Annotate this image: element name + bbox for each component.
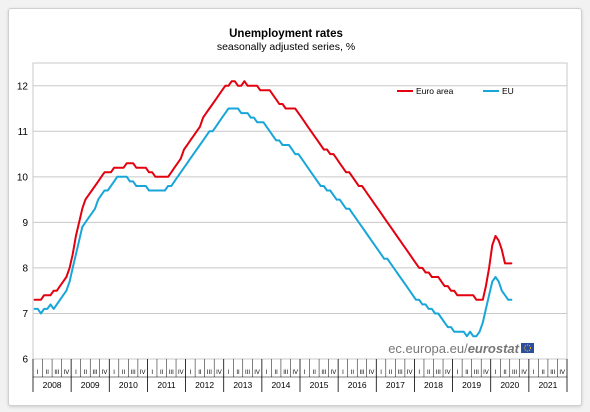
quarter-label: I [418, 370, 420, 376]
quarter-label: III [207, 370, 212, 376]
quarter-label: III [92, 370, 97, 376]
quarter-label: II [351, 370, 355, 376]
quarter-label: II [160, 370, 164, 376]
quarter-label: IV [521, 370, 527, 376]
quarter-label: II [46, 370, 50, 376]
series-line-euro-area [33, 80, 513, 301]
quarter-label: IV [102, 370, 108, 376]
year-label: 2018 [424, 380, 443, 390]
quarter-label: II [84, 370, 88, 376]
year-label: 2012 [195, 380, 214, 390]
series-line-eu [33, 107, 513, 338]
quarter-label: III [550, 370, 555, 376]
quarter-label: I [304, 370, 306, 376]
year-label: 2009 [81, 380, 100, 390]
quarter-label: III [169, 370, 174, 376]
quarter-label: I [342, 370, 344, 376]
x-axis: I II III IV I II III IV I II III IV I II III IV I II III IV… [32, 359, 568, 392]
gridlines [32, 62, 568, 360]
watermark-text: ec.europa.eu/eurostat [388, 341, 519, 356]
quarter-label: I [190, 370, 192, 376]
year-label: 2013 [233, 380, 252, 390]
quarter-label: II [313, 370, 317, 376]
chart-card: Unemployment rates seasonally adjusted s… [8, 8, 582, 406]
quarter-label: I [457, 370, 459, 376]
y-tick-label: 9 [22, 218, 28, 229]
quarter-label: I [151, 370, 153, 376]
quarter-label: I [266, 370, 268, 376]
unemployment-chart: Unemployment rates seasonally adjusted s… [17, 28, 568, 392]
quarter-label: II [122, 370, 126, 376]
quarter-label: II [236, 370, 240, 376]
quarter-label: IV [445, 370, 451, 376]
quarter-label: III [245, 370, 250, 376]
quarter-label: II [465, 370, 469, 376]
quarter-label: III [359, 370, 364, 376]
quarter-label: IV [292, 370, 298, 376]
quarter-label: IV [178, 370, 184, 376]
quarter-label: IV [483, 370, 489, 376]
quarter-label: III [474, 370, 479, 376]
eu-flag-stars-icon [524, 344, 531, 352]
quarter-label: I [228, 370, 230, 376]
quarter-label: II [503, 370, 507, 376]
year-label: 2010 [119, 380, 138, 390]
quarter-label: III [436, 370, 441, 376]
quarter-label: III [131, 370, 136, 376]
watermark-brand: eurostat [468, 341, 520, 356]
y-tick-label: 7 [22, 309, 28, 320]
year-label: 2015 [310, 380, 329, 390]
quarter-label: I [75, 370, 77, 376]
quarter-label: IV [140, 370, 146, 376]
year-label: 2021 [538, 380, 557, 390]
legend-label: Euro area [416, 86, 454, 96]
quarter-label: III [321, 370, 326, 376]
year-label: 2008 [43, 380, 62, 390]
quarter-label: II [198, 370, 202, 376]
year-label: 2017 [386, 380, 405, 390]
eurostat-watermark: ec.europa.eu/eurostat [388, 341, 534, 356]
quarter-label: IV [254, 370, 260, 376]
quarter-label: I [380, 370, 382, 376]
quarter-label: III [398, 370, 403, 376]
quarter-label: IV [369, 370, 375, 376]
quarter-label: II [389, 370, 393, 376]
quarter-label: IV [216, 370, 222, 376]
year-label: 2016 [348, 380, 367, 390]
quarter-label: IV [331, 370, 337, 376]
quarter-label: IV [407, 370, 413, 376]
quarter-label: II [427, 370, 431, 376]
legend: Euro area EU [397, 86, 514, 96]
y-tick-label: 8 [22, 263, 28, 274]
y-tick-label: 11 [18, 127, 29, 138]
legend-label: EU [502, 86, 514, 96]
quarter-label: III [54, 370, 59, 376]
quarter-label: II [541, 370, 545, 376]
y-tick-label: 10 [17, 172, 29, 183]
plot-frame [32, 62, 568, 360]
quarter-label: IV [559, 370, 565, 376]
series-lines [33, 80, 513, 338]
year-label: 2020 [500, 380, 519, 390]
year-label: 2011 [157, 380, 176, 390]
quarter-label: IV [64, 370, 70, 376]
chart-title: Unemployment rates [229, 28, 343, 40]
eu-flag-icon [521, 343, 534, 353]
quarter-label: III [283, 370, 288, 376]
y-axis: 6 7 8 9 10 11 12 [17, 81, 29, 365]
quarter-label: I [113, 370, 115, 376]
watermark-domain: ec.europa.eu/ [388, 341, 468, 356]
y-tick-label: 6 [22, 355, 28, 366]
quarter-label: III [512, 370, 517, 376]
quarter-label: II [274, 370, 278, 376]
chart-subtitle: seasonally adjusted series, % [217, 41, 355, 53]
year-label: 2019 [462, 380, 481, 390]
quarter-label: I [37, 370, 39, 376]
y-tick-label: 12 [17, 81, 29, 92]
quarter-label: I [495, 370, 497, 376]
year-label: 2014 [271, 380, 290, 390]
quarter-label: I [533, 370, 535, 376]
